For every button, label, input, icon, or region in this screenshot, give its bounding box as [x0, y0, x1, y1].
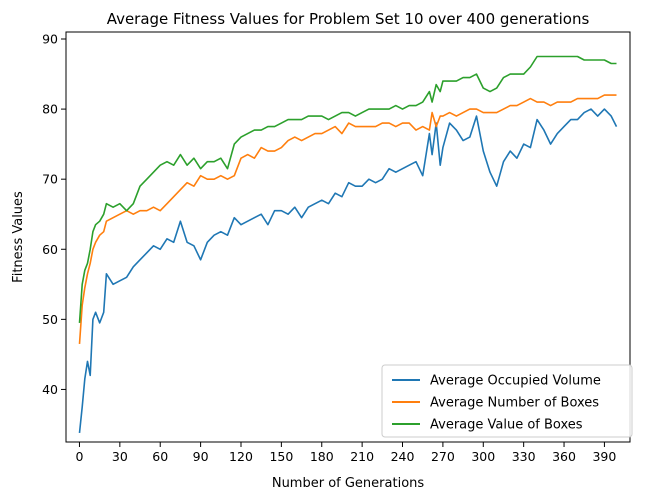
legend-label: Average Number of Boxes — [430, 396, 599, 411]
x-tick-label: 330 — [512, 449, 536, 464]
x-axis-label: Number of Generations — [272, 476, 425, 491]
series-line-2 — [78, 94, 617, 344]
chart-title: Average Fitness Values for Problem Set 1… — [107, 10, 590, 28]
y-tick-label: 60 — [42, 242, 58, 257]
x-tick-label: 390 — [592, 449, 616, 464]
legend-label: Average Occupied Volume — [430, 374, 601, 389]
series-line-1 — [78, 108, 618, 433]
x-tick-label: 120 — [229, 449, 253, 464]
x-tick-label: 90 — [193, 449, 209, 464]
y-axis-label: Fitness Values — [11, 191, 26, 283]
x-tick-label: 210 — [350, 449, 374, 464]
axis-ticks: 0 30 60 90 120 150 180 210 240 270 300 330 360 390 40 5… — [42, 32, 616, 464]
legend-label: Average Value of Boxes — [430, 418, 583, 433]
x-tick-label: 240 — [391, 449, 415, 464]
legend-box — [381, 364, 633, 438]
y-tick-label: 50 — [42, 312, 58, 327]
x-tick-label: 300 — [471, 449, 495, 464]
y-tick-label: 80 — [42, 102, 58, 117]
x-tick-label: 360 — [552, 449, 576, 464]
y-tick-label: 70 — [42, 172, 58, 187]
series-line-3 — [78, 55, 617, 323]
x-tick-label: 150 — [269, 449, 293, 464]
x-tick-label: 180 — [310, 449, 334, 464]
x-tick-label: 30 — [112, 449, 128, 464]
series-lines — [78, 55, 618, 433]
legend: Average Occupied Volume Average Number of… — [381, 364, 633, 438]
x-tick-label: 270 — [431, 449, 455, 464]
y-tick-label: 90 — [42, 32, 58, 47]
x-tick-label: 0 — [75, 449, 83, 464]
x-tick-label: 60 — [152, 449, 168, 464]
y-tick-label: 40 — [42, 382, 58, 397]
